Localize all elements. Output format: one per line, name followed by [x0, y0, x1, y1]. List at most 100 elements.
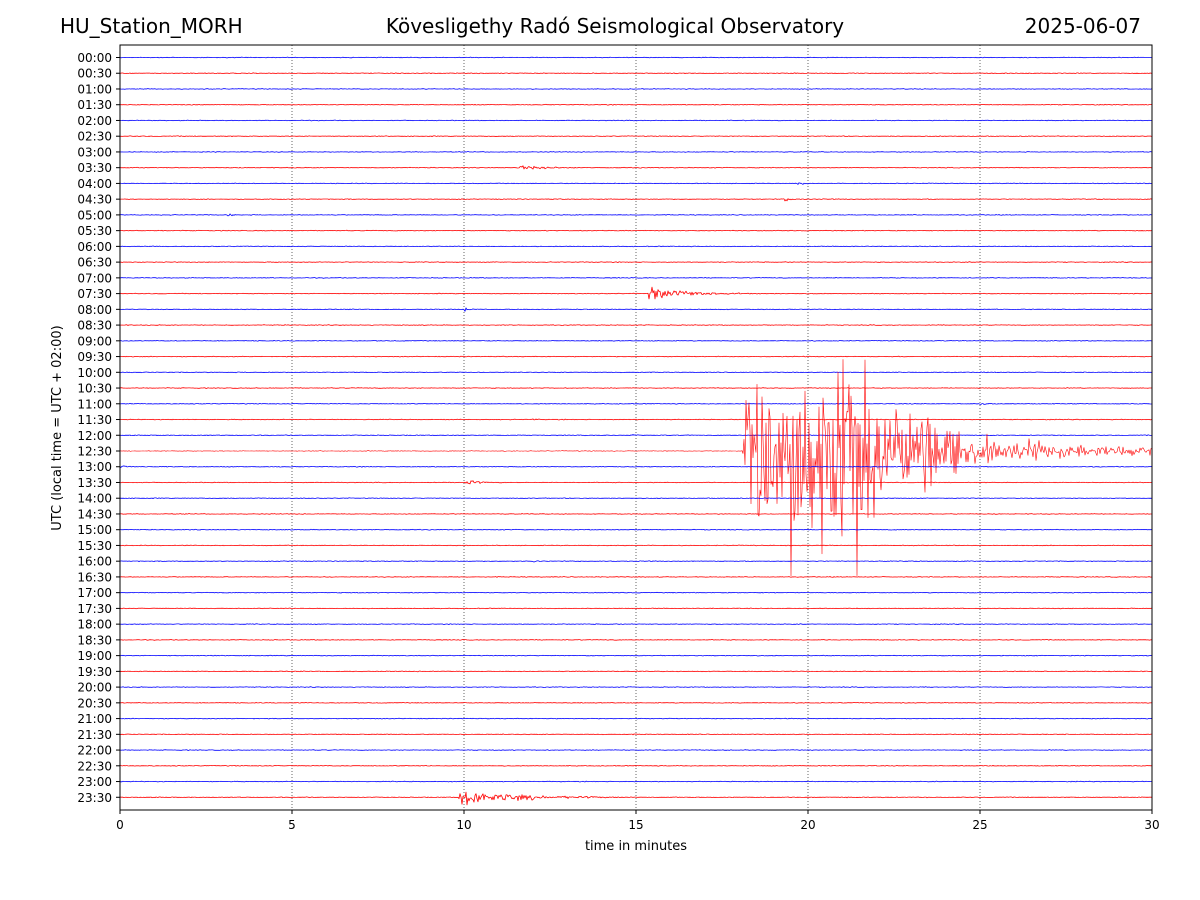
y-tick-label-0300: 03:00: [77, 145, 112, 159]
trace-1700: [119, 591, 1153, 594]
trace-2100: [120, 717, 1153, 720]
y-tick-label-0130: 01:30: [77, 98, 112, 112]
x-tick-label-30: 30: [1144, 818, 1159, 832]
trace-1200: [120, 434, 1153, 437]
trace-0030: [119, 72, 1153, 75]
y-tick-label-2200: 22:00: [77, 744, 112, 758]
trace-1600: [119, 560, 1152, 563]
trace-1630: [120, 576, 1153, 578]
x-tick-label-20: 20: [800, 818, 815, 832]
trace-2330: [119, 791, 1153, 806]
y-tick-label-0800: 08:00: [77, 303, 112, 317]
trace-1400: [119, 497, 1153, 500]
y-tick-label-0000: 00:00: [77, 51, 112, 65]
trace-0000: [119, 56, 1153, 59]
y-tick-label-0530: 05:30: [77, 224, 112, 238]
y-tick-label-1100: 11:00: [77, 397, 112, 411]
trace-0230: [119, 135, 1153, 137]
trace-1530: [119, 544, 1153, 547]
y-tick-label-0400: 04:00: [77, 177, 112, 191]
y-tick-label-0900: 09:00: [77, 334, 112, 348]
y-tick-label-1830: 18:30: [77, 633, 112, 647]
y-tick-label-0330: 03:30: [77, 161, 112, 175]
trace-0400: [119, 182, 1153, 185]
y-tick-label-1600: 16:00: [77, 555, 112, 569]
trace-0100: [119, 88, 1153, 90]
trace-1930: [119, 670, 1153, 673]
x-axis-label: time in minutes: [585, 839, 687, 854]
trace-0130: [119, 103, 1153, 106]
y-tick-label-1400: 14:00: [77, 492, 112, 506]
x-tick-label-25: 25: [972, 818, 987, 832]
trace-2230: [119, 765, 1153, 767]
y-tick-label-2030: 20:30: [77, 696, 112, 710]
x-tick-label-15: 15: [628, 818, 643, 832]
trace-0830: [119, 324, 1153, 326]
y-axis-label: UTC (local time = UTC + 02:00): [50, 325, 65, 530]
trace-0300: [119, 151, 1153, 153]
observatory-title: Kövesligethy Radó Seismological Observat…: [385, 14, 845, 38]
trace-1900: [119, 654, 1153, 657]
trace-1500: [120, 528, 1153, 531]
trace-1330: [119, 480, 1153, 485]
station-name: HU_Station_MORH: [60, 14, 243, 38]
y-tick-label-0700: 07:00: [77, 271, 112, 285]
y-tick-label-2230: 22:30: [77, 759, 112, 773]
trace-1300: [119, 465, 1153, 468]
trace-2030: [120, 702, 1153, 704]
y-tick-label-0730: 07:30: [77, 287, 112, 301]
trace-1000: [119, 371, 1153, 374]
trace-2200: [119, 749, 1153, 751]
y-tick-label-0930: 09:30: [77, 350, 112, 364]
y-tick-label-1900: 19:00: [77, 649, 112, 663]
y-tick-label-0430: 04:30: [77, 193, 112, 207]
seismogram-traces: [119, 56, 1153, 806]
trace-0700: [119, 277, 1153, 279]
y-tick-label-1230: 12:30: [77, 445, 112, 459]
y-tick-label-1200: 12:00: [77, 429, 112, 443]
trace-0900: [119, 340, 1153, 342]
trace-1430: [119, 513, 1152, 515]
y-tick-label-0600: 06:00: [77, 240, 112, 254]
trace-0630: [119, 261, 1153, 263]
y-tick-label-1500: 15:00: [77, 523, 112, 537]
y-tick-label-0230: 02:30: [77, 130, 112, 144]
y-tick-label-1000: 10:00: [77, 366, 112, 380]
y-tick-label-1030: 10:30: [77, 382, 112, 396]
y-tick-label-1630: 16:30: [77, 570, 112, 584]
trace-0600: [119, 245, 1153, 248]
trace-1030: [119, 387, 1152, 389]
trace-0330: [119, 165, 1153, 170]
y-tick-label-1430: 14:30: [77, 507, 112, 521]
y-tick-label-0500: 05:00: [77, 208, 112, 222]
trace-2130: [119, 733, 1152, 736]
trace-2000: [120, 686, 1152, 688]
y-tick-label-0100: 01:00: [77, 82, 112, 96]
trace-1230: [119, 359, 1153, 577]
y-tick-label-2330: 23:30: [77, 791, 112, 805]
y-tick-label-1300: 13:00: [77, 460, 112, 474]
x-tick-label-5: 5: [288, 818, 296, 832]
trace-1100: [119, 403, 1152, 405]
y-tick-label-1130: 11:30: [77, 413, 112, 427]
trace-0200: [119, 119, 1153, 122]
trace-0800: [119, 307, 1152, 312]
y-tick-label-2130: 21:30: [77, 728, 112, 742]
y-tick-label-2300: 23:00: [77, 775, 112, 789]
y-tick-label-1330: 13:30: [77, 476, 112, 490]
trace-1800: [119, 623, 1153, 625]
trace-0500: [119, 213, 1153, 217]
y-tick-label-0830: 08:30: [77, 319, 112, 333]
x-tick-label-0: 0: [116, 818, 124, 832]
y-tick-label-0630: 06:30: [77, 256, 112, 270]
y-tick-label-2000: 20:00: [77, 681, 112, 695]
y-tick-label-2100: 21:00: [77, 712, 112, 726]
y-tick-label-0030: 00:30: [77, 67, 112, 81]
trace-1730: [119, 607, 1153, 610]
y-tick-label-0200: 02:00: [77, 114, 112, 128]
trace-0930: [119, 355, 1153, 358]
trace-0530: [119, 229, 1153, 232]
y-tick-label-1700: 17:00: [77, 586, 112, 600]
